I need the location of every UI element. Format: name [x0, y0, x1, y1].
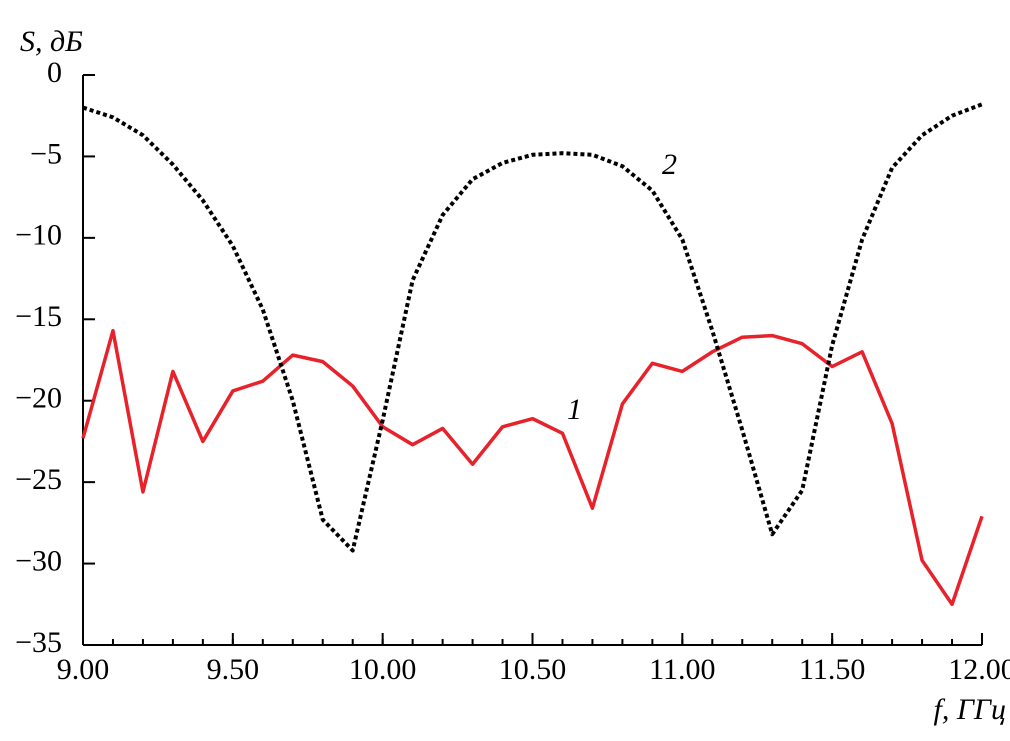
series-line — [81, 328, 984, 607]
x-tick-label: 9.00 — [57, 653, 110, 686]
y-tick-label: 0 — [47, 56, 62, 89]
series-label: 1 — [567, 393, 582, 426]
series-line — [82, 102, 983, 553]
x-tick-label: 10.50 — [499, 653, 567, 686]
x-tick-label: 11.50 — [799, 653, 865, 686]
series-label: 2 — [662, 148, 677, 181]
x-tick-label: 10.00 — [349, 653, 417, 686]
y-tick-label: −5 — [30, 137, 62, 170]
y-tick-label: −10 — [15, 219, 62, 252]
y-tick-label: −15 — [15, 300, 62, 333]
y-tick-label: −20 — [15, 382, 62, 415]
y-tick-label: −25 — [15, 463, 62, 496]
x-axis-label: f, ГГц — [934, 693, 1006, 726]
y-tick-label: −30 — [15, 544, 62, 577]
x-tick-label: 9.50 — [207, 653, 260, 686]
y-axis-label: S, дБ — [20, 25, 83, 58]
x-tick-label: 12.00 — [948, 653, 1010, 686]
y-tick-label: −35 — [15, 626, 62, 659]
x-tick-label: 11.00 — [649, 653, 715, 686]
